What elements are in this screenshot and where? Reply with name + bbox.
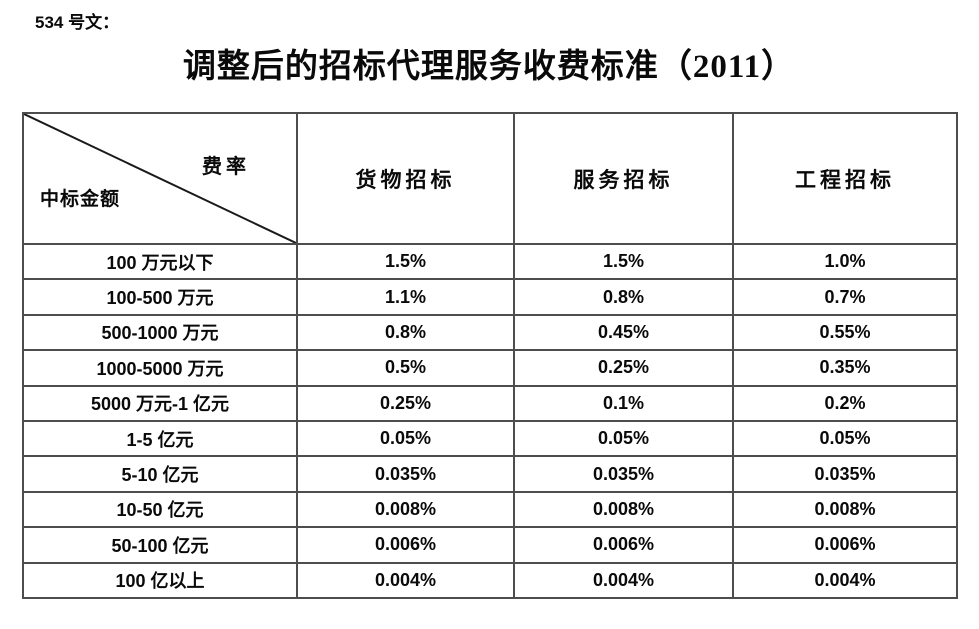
amount-axis-label: 中标金额	[40, 189, 121, 210]
rate-cell: 1.5%	[513, 242, 734, 281]
rate-cell: 0.45%	[513, 313, 734, 352]
row-label: 5-10 亿元	[22, 455, 298, 493]
rate-cell: 0.55%	[732, 313, 958, 352]
table-row: 5000 万元-1 亿元 0.25% 0.1% 0.2%	[22, 384, 958, 422]
column-header-service-bidding: 服务招标	[513, 112, 734, 245]
corner-header-cell: 费率 中标金额	[22, 112, 298, 245]
rate-cell: 0.008%	[513, 490, 734, 529]
row-label: 100 万元以下	[22, 242, 298, 281]
table-row: 500-1000 万元 0.8% 0.45% 0.55%	[22, 313, 958, 352]
row-label: 1-5 亿元	[22, 419, 298, 458]
rate-cell: 1.1%	[296, 278, 515, 316]
rate-cell: 0.25%	[513, 349, 734, 387]
doc-number: 534 号文：	[35, 13, 120, 32]
rate-cell: 0.7%	[732, 278, 958, 316]
column-header-engineering-bidding: 工程招标	[732, 112, 958, 245]
page-title: 调整后的招标代理服务收费标准（2011）	[182, 49, 796, 85]
rate-cell: 0.004%	[513, 561, 734, 599]
rate-cell: 0.004%	[732, 561, 958, 599]
rate-cell: 0.5%	[296, 349, 515, 387]
rate-cell: 0.05%	[732, 419, 958, 458]
rate-cell: 0.006%	[732, 526, 958, 564]
row-label: 10-50 亿元	[22, 490, 298, 529]
rate-cell: 0.8%	[296, 313, 515, 352]
rate-cell: 1.0%	[732, 242, 958, 281]
rate-cell: 0.006%	[513, 526, 734, 564]
rate-cell: 0.035%	[296, 455, 515, 493]
table-row: 1-5 亿元 0.05% 0.05% 0.05%	[22, 419, 958, 458]
rate-cell: 0.035%	[732, 455, 958, 493]
row-label: 500-1000 万元	[22, 313, 298, 352]
table-row: 100-500 万元 1.1% 0.8% 0.7%	[22, 278, 958, 316]
table-row: 100 亿以上 0.004% 0.004% 0.004%	[22, 561, 958, 599]
table-row: 100 万元以下 1.5% 1.5% 1.0%	[22, 242, 958, 281]
row-label: 50-100 亿元	[22, 526, 298, 564]
rate-cell: 0.35%	[732, 349, 958, 387]
diagonal-divider-line	[24, 114, 296, 243]
rate-cell: 1.5%	[296, 242, 515, 281]
rate-cell: 0.2%	[732, 384, 958, 422]
table-row: 50-100 亿元 0.006% 0.006% 0.006%	[22, 526, 958, 564]
rate-cell: 0.008%	[296, 490, 515, 529]
rate-cell: 0.1%	[513, 384, 734, 422]
table-row: 5-10 亿元 0.035% 0.035% 0.035%	[22, 455, 958, 493]
table-row: 1000-5000 万元 0.5% 0.25% 0.35%	[22, 349, 958, 387]
table-row: 10-50 亿元 0.008% 0.008% 0.008%	[22, 490, 958, 529]
rate-cell: 0.05%	[513, 419, 734, 458]
rate-cell: 0.004%	[296, 561, 515, 599]
column-header-goods-bidding: 货物招标	[296, 112, 515, 245]
rate-cell: 0.8%	[513, 278, 734, 316]
rate-axis-label: 费率	[202, 156, 250, 178]
fee-table: 费率 中标金额 货物招标 服务招标 工程招标 100 万元以下 1.5% 1.5…	[22, 112, 958, 599]
rate-cell: 0.05%	[296, 419, 515, 458]
rate-cell: 0.035%	[513, 455, 734, 493]
rate-cell: 0.006%	[296, 526, 515, 564]
rate-cell: 0.008%	[732, 490, 958, 529]
row-label: 100-500 万元	[22, 278, 298, 316]
header-row: 费率 中标金额 货物招标 服务招标 工程招标	[22, 112, 958, 245]
row-label: 1000-5000 万元	[22, 349, 298, 387]
row-label: 100 亿以上	[22, 561, 298, 599]
row-label: 5000 万元-1 亿元	[22, 384, 298, 422]
rate-cell: 0.25%	[296, 384, 515, 422]
